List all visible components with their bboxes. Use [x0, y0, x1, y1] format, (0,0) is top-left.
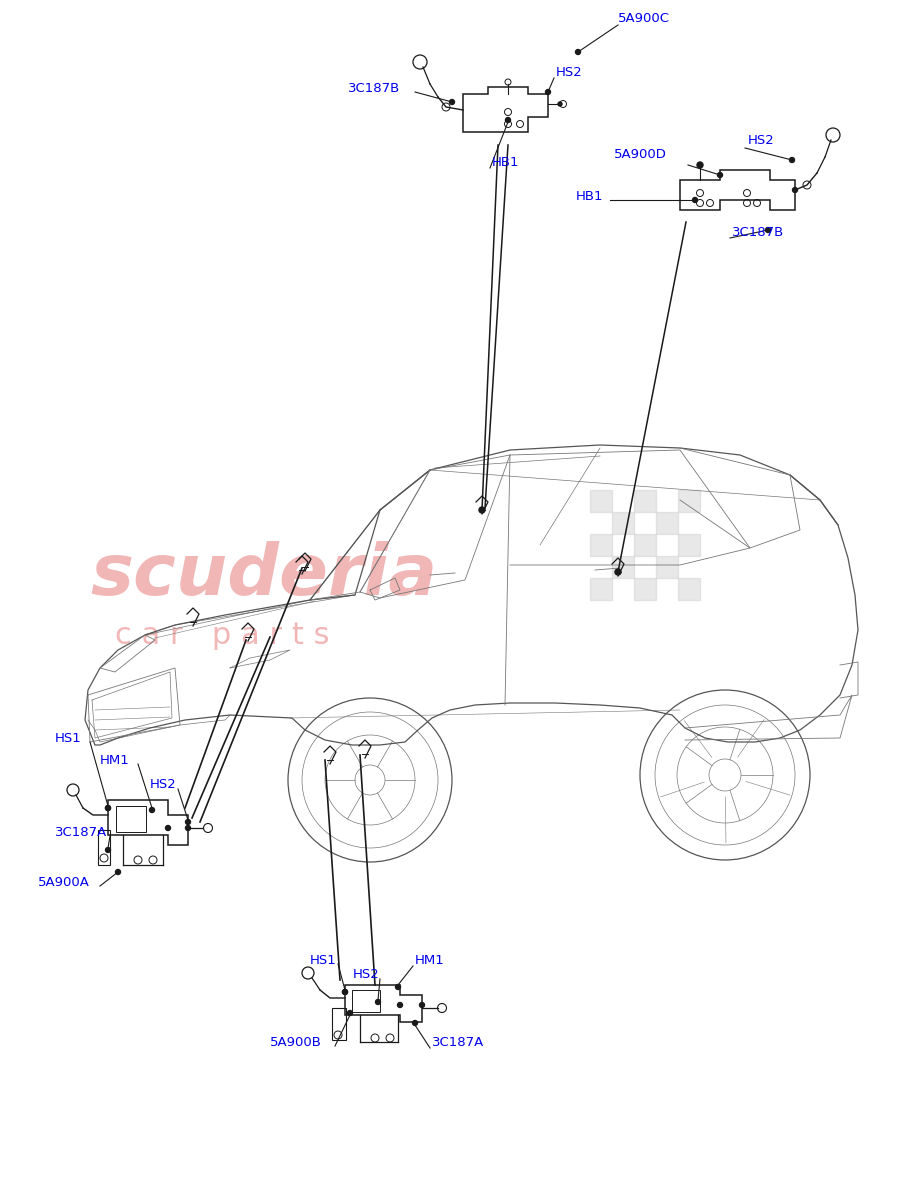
Text: 5A900C: 5A900C	[618, 12, 670, 24]
Text: 5A900B: 5A900B	[270, 1036, 322, 1049]
Circle shape	[419, 1002, 425, 1008]
Bar	[612, 512, 634, 534]
Bar	[634, 490, 656, 512]
Text: 3C187A: 3C187A	[55, 826, 107, 839]
Bar	[612, 556, 634, 578]
Text: HS2: HS2	[150, 779, 177, 792]
Circle shape	[395, 984, 401, 990]
Bar	[634, 578, 656, 600]
Text: 5A900A: 5A900A	[38, 876, 90, 888]
Bar	[352, 990, 380, 1012]
Circle shape	[792, 187, 798, 192]
Circle shape	[105, 847, 111, 852]
Bar	[678, 490, 700, 512]
Text: HM1: HM1	[415, 954, 445, 966]
Circle shape	[413, 1020, 417, 1026]
Text: 5A900D: 5A900D	[614, 149, 667, 162]
Bar	[656, 512, 678, 534]
Bar	[590, 490, 612, 512]
Circle shape	[766, 228, 770, 233]
Circle shape	[397, 1002, 403, 1008]
Circle shape	[375, 1000, 381, 1004]
Circle shape	[149, 808, 155, 812]
Text: 3C187B: 3C187B	[348, 82, 400, 95]
Circle shape	[505, 118, 511, 122]
Circle shape	[342, 990, 348, 995]
Circle shape	[348, 1010, 352, 1015]
Text: HM1: HM1	[100, 754, 130, 767]
Text: HS2: HS2	[748, 133, 775, 146]
Bar	[678, 578, 700, 600]
Bar	[678, 534, 700, 556]
Circle shape	[115, 870, 121, 875]
Bar	[656, 556, 678, 578]
Bar	[634, 534, 656, 556]
Circle shape	[186, 826, 190, 830]
Text: HS1: HS1	[55, 732, 81, 744]
Circle shape	[186, 820, 190, 824]
Bar	[590, 534, 612, 556]
Bar	[98, 830, 110, 865]
Circle shape	[166, 826, 170, 830]
Text: 3C187A: 3C187A	[432, 1036, 484, 1049]
Circle shape	[479, 506, 485, 514]
Text: HS2: HS2	[556, 66, 583, 78]
Circle shape	[790, 157, 794, 162]
Circle shape	[105, 805, 111, 810]
Bar	[332, 1008, 346, 1040]
Circle shape	[545, 90, 551, 95]
Circle shape	[697, 162, 703, 168]
Circle shape	[342, 990, 348, 995]
Text: HS1: HS1	[310, 954, 337, 966]
Circle shape	[558, 102, 562, 106]
Text: 3C187B: 3C187B	[732, 226, 784, 239]
Text: HB1: HB1	[492, 156, 520, 169]
Circle shape	[615, 569, 621, 575]
Circle shape	[449, 100, 455, 104]
Circle shape	[576, 49, 580, 54]
Text: HB1: HB1	[576, 190, 604, 203]
Bar	[590, 578, 612, 600]
Circle shape	[693, 198, 697, 203]
Text: c a r   p a r t s: c a r p a r t s	[115, 620, 329, 649]
Circle shape	[105, 805, 111, 810]
Text: scuderia: scuderia	[90, 540, 437, 610]
Circle shape	[717, 173, 723, 178]
Bar	[116, 806, 146, 832]
Text: HS2: HS2	[353, 968, 380, 982]
